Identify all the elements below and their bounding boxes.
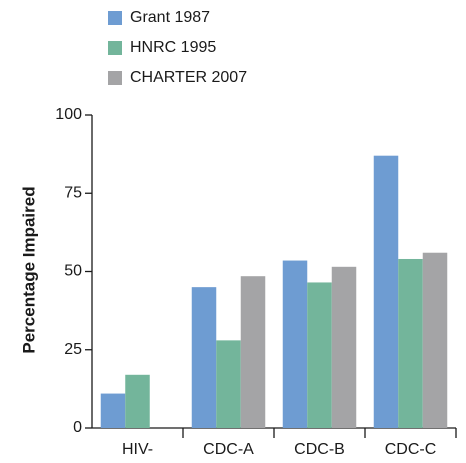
legend-swatch <box>108 41 122 55</box>
legend-swatch <box>108 11 122 25</box>
bar <box>282 260 308 428</box>
y-tick-label: 75 <box>64 184 82 201</box>
y-tick-label: 100 <box>55 106 82 123</box>
x-tick-label: HIV- <box>122 441 153 458</box>
bar <box>125 374 150 428</box>
bar <box>216 340 241 428</box>
legend-label: HNRC 1995 <box>130 39 216 56</box>
x-tick-label: CDC-B <box>294 441 345 458</box>
bar <box>191 287 217 428</box>
bar <box>240 276 266 428</box>
bar <box>307 282 332 428</box>
x-tick-label: CDC-A <box>203 441 254 458</box>
y-tick-label: 25 <box>64 341 82 358</box>
bar <box>398 258 423 428</box>
bar <box>331 266 357 428</box>
legend-label: CHARTER 2007 <box>130 69 247 86</box>
bar <box>100 393 126 428</box>
bar <box>373 155 399 428</box>
legend-swatch <box>108 71 122 85</box>
legend-label: Grant 1987 <box>130 9 210 26</box>
y-tick-label: 50 <box>64 263 82 280</box>
y-tick-label: 0 <box>73 419 82 436</box>
x-tick-label: CDC-C <box>385 441 437 458</box>
y-axis-label: Percentage Impaired <box>19 186 38 353</box>
bar <box>422 252 448 428</box>
